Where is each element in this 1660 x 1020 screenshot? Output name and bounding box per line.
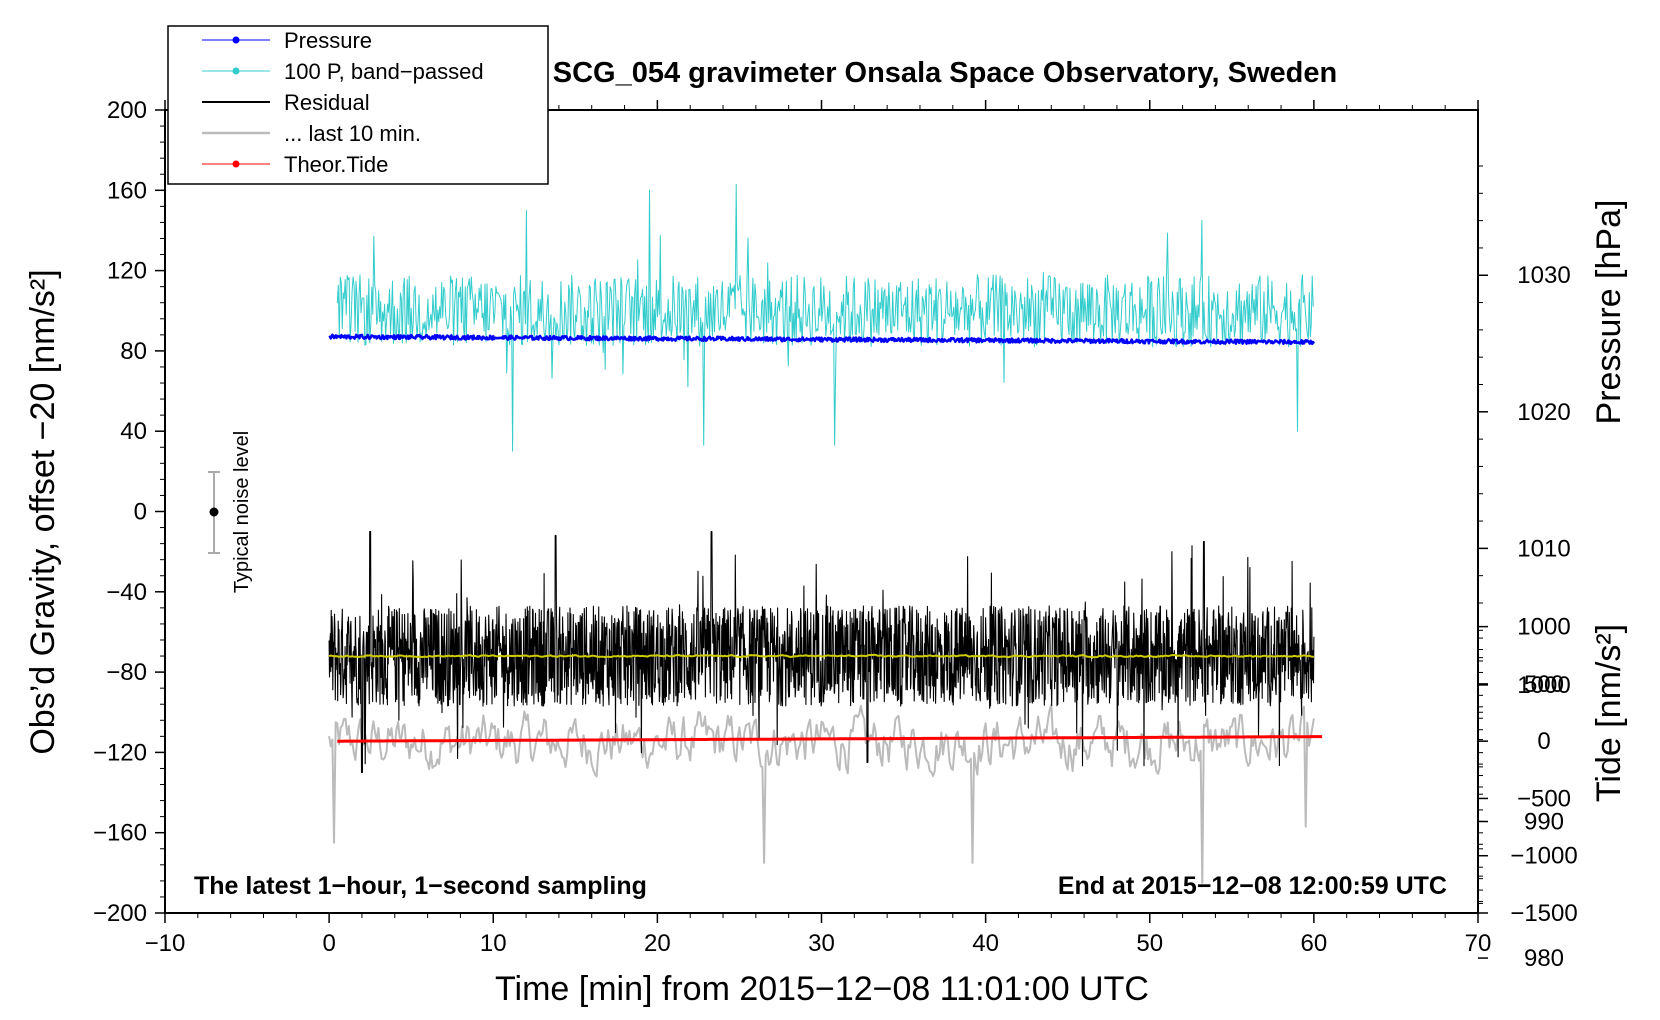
series-residual-smoothed — [328, 653, 1314, 659]
y-tick-label: −160 — [93, 820, 147, 847]
y-tick-label: 0 — [134, 499, 147, 526]
pressure-tick-label: 1010 — [1517, 535, 1570, 562]
noise-center-dot — [209, 507, 219, 517]
pressure-tick-label: 1030 — [1517, 262, 1570, 289]
axes-layer: −10 0 10 20 30 40 50 60 70−200−160−120−80−400408… — [93, 97, 1578, 972]
x-tick-label: 10 — [480, 930, 507, 957]
y-tick-label: 80 — [120, 338, 147, 365]
x-tick-label: 40 — [972, 930, 999, 957]
x-tick-label: 0 — [322, 930, 335, 957]
pressure-tick-label: 1020 — [1517, 399, 1570, 426]
x-axis-title: Time [min] from 2015−12−08 11:01:00 UTC — [495, 970, 1149, 1008]
legend-label: Theor.Tide — [284, 152, 388, 177]
x-tick-label: 30 — [808, 930, 835, 957]
tide-tick-label: 0 — [1537, 728, 1550, 755]
x-tick-label: 50 — [1136, 930, 1163, 957]
series-pressure — [328, 333, 1316, 346]
annotation-sampling: The latest 1−hour, 1−second sampling — [194, 872, 647, 900]
tide-axis-title: Tide [nm/s²] — [1590, 624, 1628, 802]
y-tick-label: −40 — [106, 579, 147, 606]
pressure-tick-label: 1000 — [1517, 672, 1570, 699]
pressure-tick-label: 980 — [1524, 945, 1564, 972]
y-tick-label: 200 — [107, 97, 147, 124]
legend-marker — [232, 160, 240, 168]
y-tick-label: −120 — [93, 739, 147, 766]
legend: Pressure 100 P, band−passed Residual ... la… — [167, 25, 549, 185]
annotation-end-time: End at 2015−12−08 12:00:59 UTC — [1058, 872, 1447, 900]
tide-tick-label: −1000 — [1510, 843, 1577, 870]
series-band-passed-pressure — [336, 183, 1314, 452]
x-tick-label: 70 — [1465, 930, 1492, 957]
y-tick-label: −80 — [106, 659, 147, 686]
legend-marker — [232, 36, 240, 44]
y-tick-label: 120 — [107, 258, 147, 285]
legend-label: ... last 10 min. — [284, 121, 421, 146]
series-residual — [328, 531, 1315, 774]
x-tick-label: 60 — [1301, 930, 1328, 957]
series-layer — [328, 183, 1323, 884]
legend-box — [167, 25, 549, 185]
pressure-tick-label: 990 — [1524, 809, 1564, 836]
legend-label: Pressure — [284, 28, 372, 53]
series-theor-tide — [337, 735, 1323, 743]
chart-title: SCG_054 gravimeter Onsala Space Observat… — [553, 57, 1337, 89]
y-tick-label: −200 — [93, 900, 147, 927]
legend-label: Residual — [284, 90, 370, 115]
x-tick-label: −10 — [145, 930, 186, 957]
y-tick-label: 160 — [107, 177, 147, 204]
x-tick-label: 20 — [644, 930, 671, 957]
legend-label: 100 P, band−passed — [284, 59, 484, 84]
tide-tick-label: −500 — [1517, 785, 1571, 812]
plot-frame — [164, 109, 1479, 914]
tide-tick-label: 1000 — [1517, 614, 1570, 641]
tide-tick-label: 500 — [1524, 671, 1564, 698]
legend-marker — [232, 67, 240, 75]
pressure-axis-title: Pressure [hPa] — [1590, 200, 1628, 425]
y-tick-label: 40 — [120, 418, 147, 445]
tide-tick-label: −1500 — [1510, 900, 1577, 927]
noise-indicator: Typical noise level — [208, 431, 253, 593]
series-last-10-min — [328, 703, 1315, 884]
noise-label: Typical noise level — [231, 431, 253, 593]
y-axis-title: Obs’d Gravity, offset −20 [nm/s²] — [24, 269, 62, 754]
